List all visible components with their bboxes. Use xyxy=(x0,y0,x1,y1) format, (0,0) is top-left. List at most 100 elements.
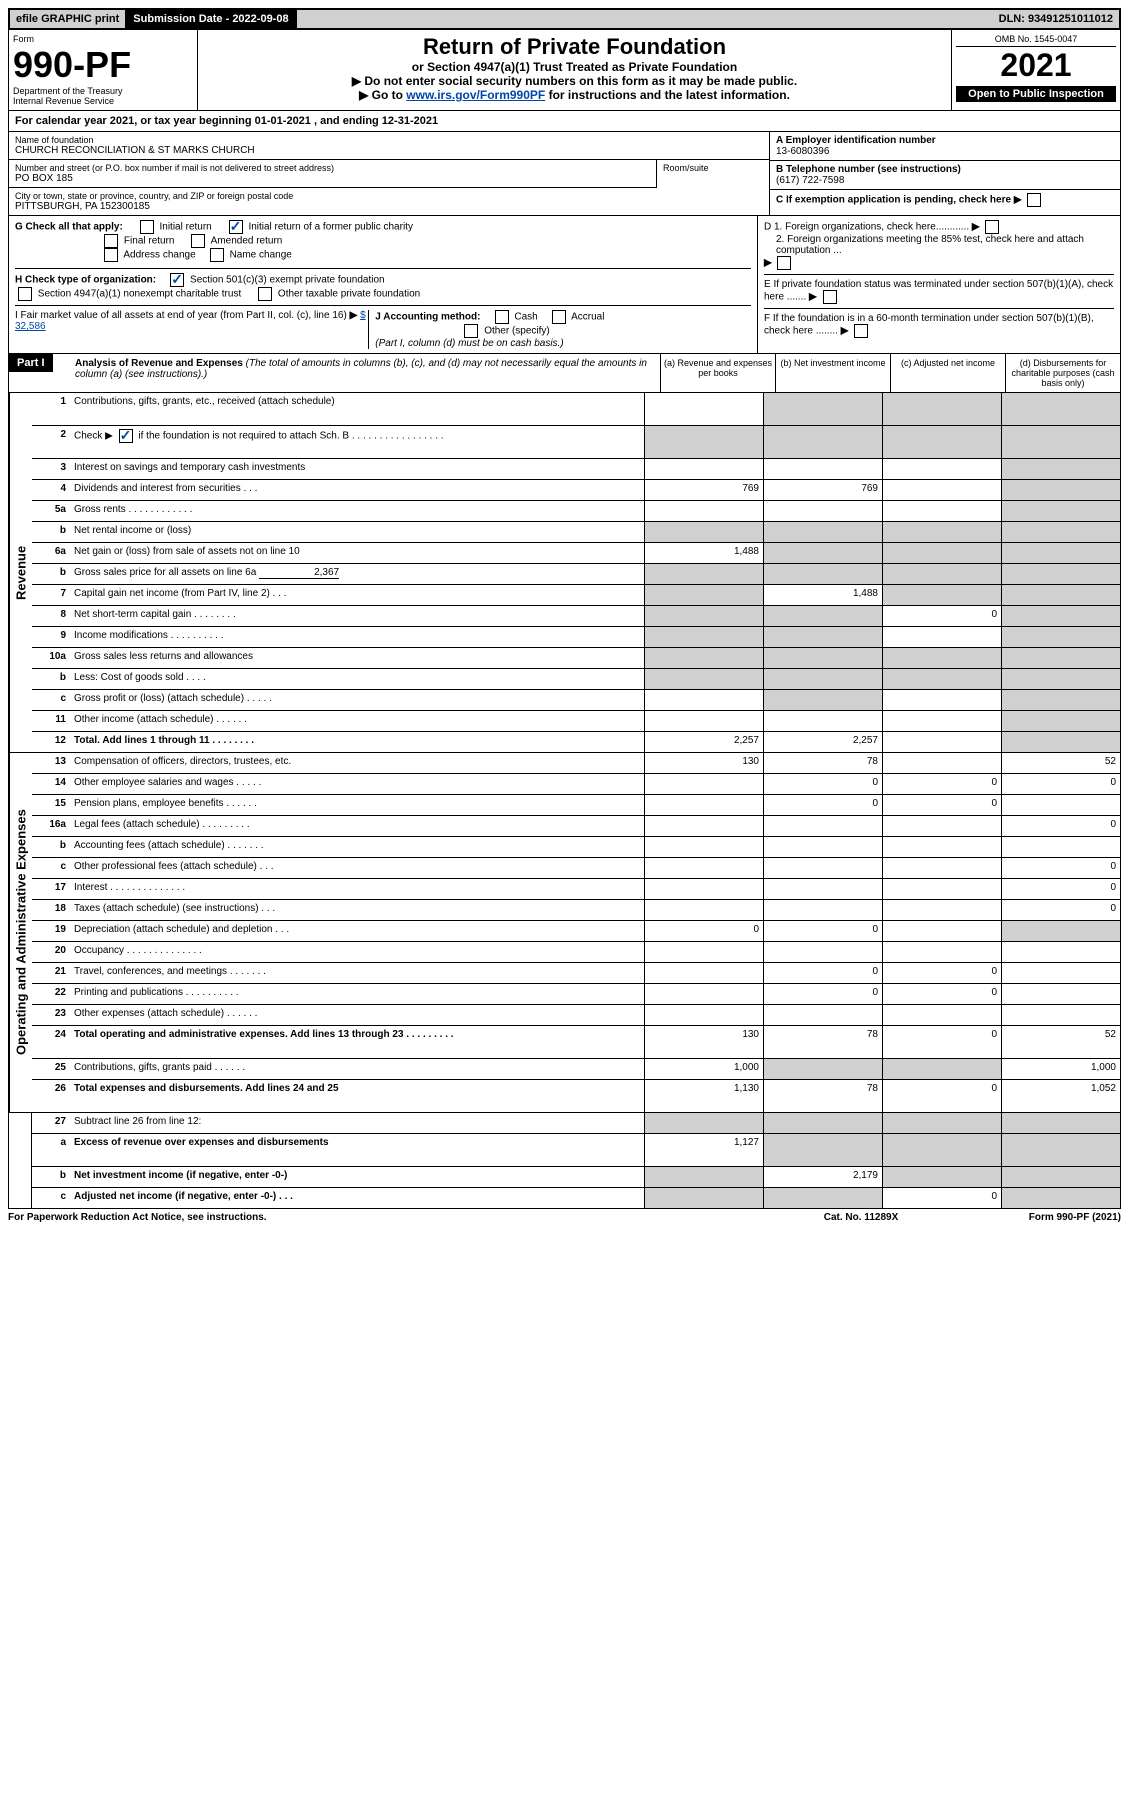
accrual-checkbox[interactable] xyxy=(552,310,566,324)
val-b: 0 xyxy=(763,984,882,1004)
val-b xyxy=(763,543,882,563)
col-c-header: (c) Adjusted net income xyxy=(890,354,1005,392)
h3-label: Other taxable private foundation xyxy=(278,289,420,300)
val-b xyxy=(763,669,882,689)
schb-checkbox[interactable] xyxy=(119,429,133,443)
h1-checkbox[interactable] xyxy=(170,273,184,287)
top-bar: efile GRAPHIC print Submission Date - 20… xyxy=(8,8,1121,30)
val-b: 0 xyxy=(763,774,882,794)
c-checkbox[interactable] xyxy=(1027,193,1041,207)
val-d xyxy=(1001,795,1120,815)
omb-number: OMB No. 1545-0047 xyxy=(956,34,1116,47)
val-b: 2,257 xyxy=(763,732,882,752)
initial-former-checkbox[interactable] xyxy=(229,220,243,234)
val-a xyxy=(644,585,763,605)
part1-label: Part I xyxy=(9,354,53,372)
val-d xyxy=(1001,732,1120,752)
val-c: 0 xyxy=(882,1026,1001,1058)
address-change-checkbox[interactable] xyxy=(104,248,118,262)
val-b: 769 xyxy=(763,480,882,500)
table-row: 27 Subtract line 26 from line 12: xyxy=(32,1113,1120,1134)
arrow-icon: ▶ xyxy=(764,258,772,269)
amended-checkbox[interactable] xyxy=(191,234,205,248)
line-num: 13 xyxy=(32,753,70,773)
val-c xyxy=(882,732,1001,752)
name-change-checkbox[interactable] xyxy=(210,248,224,262)
val-c: 0 xyxy=(882,774,1001,794)
val-b xyxy=(763,1059,882,1079)
val-b xyxy=(763,522,882,542)
d2-label: 2. Foreign organizations meeting the 85%… xyxy=(764,234,1114,256)
efile-label[interactable]: efile GRAPHIC print xyxy=(10,10,127,28)
final-return-checkbox[interactable] xyxy=(104,234,118,248)
line-desc: Capital gain net income (from Part IV, l… xyxy=(70,585,644,605)
table-row: 18 Taxes (attach schedule) (see instruct… xyxy=(32,900,1120,921)
line-desc: Total. Add lines 1 through 11 . . . . . … xyxy=(70,732,644,752)
val-d xyxy=(1001,522,1120,542)
val-c xyxy=(882,648,1001,668)
cash-checkbox[interactable] xyxy=(495,310,509,324)
val-a xyxy=(644,522,763,542)
line-num: 1 xyxy=(32,393,70,425)
val-a xyxy=(644,711,763,731)
table-row: 16a Legal fees (attach schedule) . . . .… xyxy=(32,816,1120,837)
goto-link[interactable]: www.irs.gov/Form990PF xyxy=(406,88,545,102)
val-b xyxy=(763,627,882,647)
table-row: 24 Total operating and administrative ex… xyxy=(32,1026,1120,1059)
form-warning: ▶ Do not enter social security numbers o… xyxy=(202,74,947,88)
val-b: 0 xyxy=(763,963,882,983)
val-a: 130 xyxy=(644,753,763,773)
val-c xyxy=(882,1005,1001,1025)
table-row: c Adjusted net income (if negative, ente… xyxy=(32,1188,1120,1208)
info-section: Name of foundation CHURCH RECONCILIATION… xyxy=(8,132,1121,216)
table-row: 22 Printing and publications . . . . . .… xyxy=(32,984,1120,1005)
line-desc: Gross sales less returns and allowances xyxy=(70,648,644,668)
table-row: 26 Total expenses and disbursements. Add… xyxy=(32,1080,1120,1112)
val-c xyxy=(882,426,1001,458)
f-checkbox[interactable] xyxy=(854,324,868,338)
j-note: (Part I, column (d) must be on cash basi… xyxy=(375,338,563,349)
line-num: 12 xyxy=(32,732,70,752)
line-num: 18 xyxy=(32,900,70,920)
line-num: c xyxy=(32,858,70,878)
initial-return-checkbox[interactable] xyxy=(140,220,154,234)
line-num: 8 xyxy=(32,606,70,626)
table-row: 5a Gross rents . . . . . . . . . . . . xyxy=(32,501,1120,522)
val-c: 0 xyxy=(882,795,1001,815)
line-num: 23 xyxy=(32,1005,70,1025)
val-d xyxy=(1001,1134,1120,1166)
f-label: F If the foundation is in a 60-month ter… xyxy=(764,313,1094,337)
table-row: b Net rental income or (loss) xyxy=(32,522,1120,543)
other-checkbox[interactable] xyxy=(464,324,478,338)
val-d xyxy=(1001,984,1120,1004)
d1-label: D 1. Foreign organizations, check here..… xyxy=(764,222,969,233)
line-desc: Interest . . . . . . . . . . . . . . xyxy=(70,879,644,899)
val-d xyxy=(1001,1188,1120,1208)
val-a xyxy=(644,984,763,1004)
tax-year: 2021 xyxy=(956,47,1116,84)
val-a xyxy=(644,606,763,626)
d2-checkbox[interactable] xyxy=(777,256,791,270)
h3-checkbox[interactable] xyxy=(258,287,272,301)
col-d-header: (d) Disbursements for charitable purpose… xyxy=(1005,354,1120,392)
revenue-vertical-label: Revenue xyxy=(9,393,32,752)
val-b xyxy=(763,837,882,857)
h2-checkbox[interactable] xyxy=(18,287,32,301)
d1-checkbox[interactable] xyxy=(985,220,999,234)
val-a: 1,127 xyxy=(644,1134,763,1166)
val-a xyxy=(644,858,763,878)
j-label: J Accounting method: xyxy=(375,312,480,323)
val-d xyxy=(1001,963,1120,983)
val-d xyxy=(1001,1113,1120,1133)
e-checkbox[interactable] xyxy=(823,290,837,304)
val-b xyxy=(763,564,882,584)
val-a xyxy=(644,564,763,584)
val-b xyxy=(763,690,882,710)
opex-section: Operating and Administrative Expenses 13… xyxy=(8,753,1121,1113)
val-c xyxy=(882,1134,1001,1166)
line-num: b xyxy=(32,837,70,857)
val-c xyxy=(882,522,1001,542)
line-desc: Occupancy . . . . . . . . . . . . . . xyxy=(70,942,644,962)
form-subtitle: or Section 4947(a)(1) Trust Treated as P… xyxy=(202,60,947,74)
val-d: 52 xyxy=(1001,753,1120,773)
